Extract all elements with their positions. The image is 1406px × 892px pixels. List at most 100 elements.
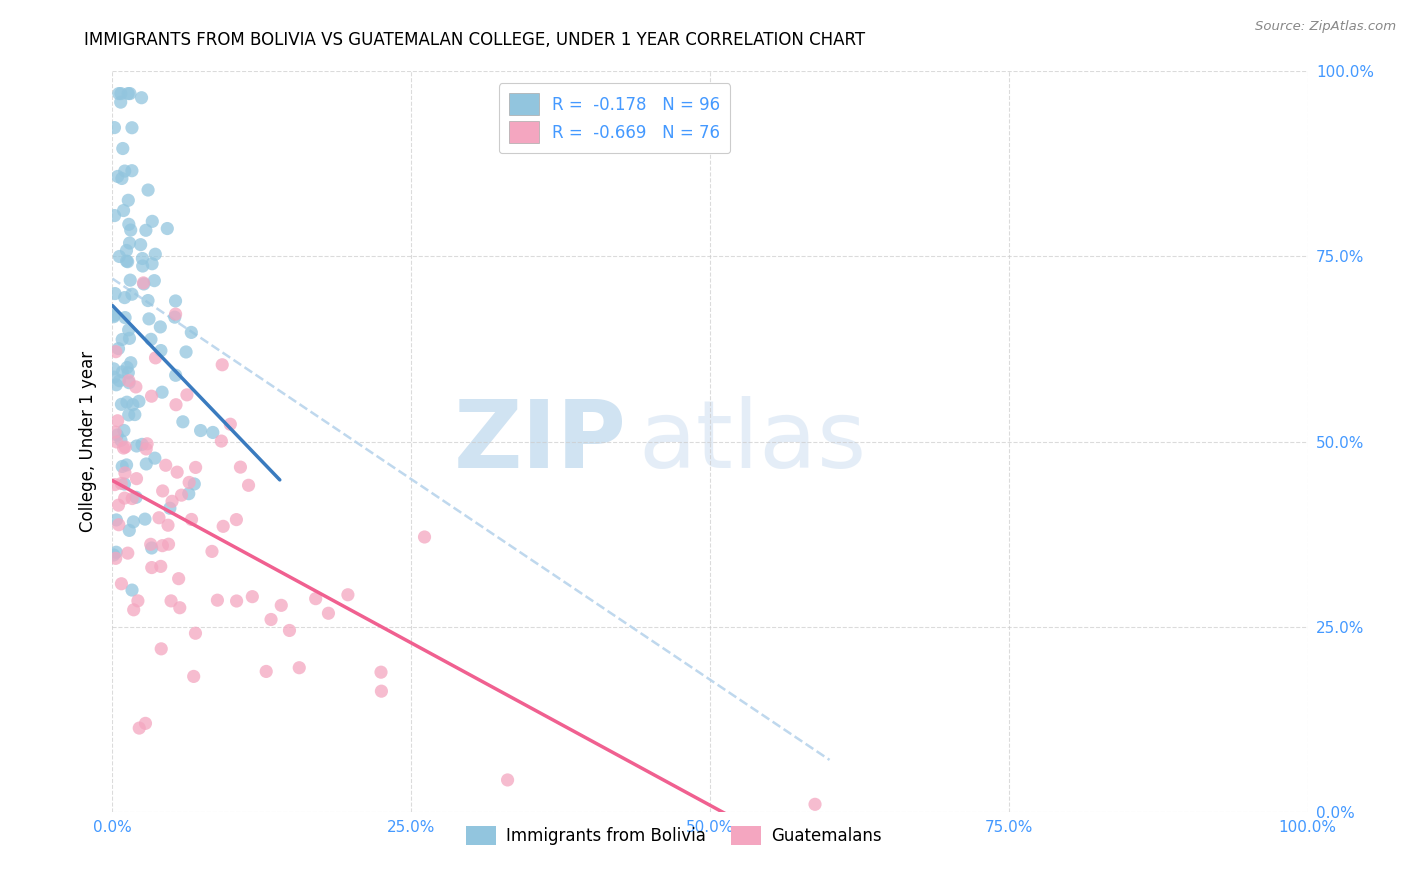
- Text: atlas: atlas: [638, 395, 866, 488]
- Point: [169, 600, 191, 615]
- Point: [167, 572, 190, 586]
- Point: [104, 286, 127, 301]
- Point: [118, 87, 141, 101]
- Point: [160, 594, 183, 608]
- Point: [318, 607, 340, 621]
- Point: [115, 244, 138, 258]
- Point: [114, 310, 136, 325]
- Point: [117, 254, 139, 268]
- Point: [184, 460, 207, 475]
- Point: [179, 475, 201, 490]
- Point: [114, 291, 136, 305]
- Point: [139, 537, 162, 551]
- Point: [121, 583, 143, 598]
- Point: [165, 307, 187, 321]
- Point: [111, 365, 134, 379]
- Point: [127, 594, 149, 608]
- Point: [103, 370, 125, 384]
- Point: [104, 477, 127, 491]
- Point: [238, 478, 260, 492]
- Point: [155, 458, 177, 473]
- Point: [159, 501, 181, 516]
- Point: [149, 559, 172, 574]
- Point: [107, 414, 129, 428]
- Point: [131, 259, 153, 273]
- Point: [111, 171, 134, 186]
- Point: [176, 388, 198, 402]
- Point: [112, 424, 135, 438]
- Point: [128, 394, 150, 409]
- Point: [129, 237, 152, 252]
- Point: [166, 465, 188, 479]
- Point: [149, 320, 172, 334]
- Point: [174, 345, 197, 359]
- Point: [103, 308, 125, 322]
- Point: [288, 661, 311, 675]
- Point: [110, 397, 132, 411]
- Point: [163, 310, 186, 325]
- Point: [496, 772, 519, 787]
- Point: [165, 368, 187, 383]
- Point: [157, 537, 180, 551]
- Point: [136, 183, 159, 197]
- Point: [370, 665, 392, 680]
- Point: [134, 512, 156, 526]
- Point: [270, 599, 292, 613]
- Point: [225, 513, 247, 527]
- Point: [152, 483, 174, 498]
- Point: [110, 434, 132, 448]
- Point: [180, 326, 202, 340]
- Point: [105, 434, 128, 449]
- Point: [110, 95, 132, 110]
- Point: [107, 169, 129, 184]
- Point: [143, 274, 166, 288]
- Point: [118, 524, 141, 538]
- Point: [114, 466, 136, 480]
- Point: [141, 389, 163, 403]
- Point: [110, 476, 132, 491]
- Point: [125, 380, 148, 394]
- Point: [180, 512, 202, 526]
- Point: [120, 356, 142, 370]
- Point: [115, 395, 138, 409]
- Point: [278, 624, 301, 638]
- Point: [260, 612, 283, 626]
- Point: [105, 428, 128, 442]
- Point: [148, 510, 170, 524]
- Point: [152, 539, 174, 553]
- Point: [150, 385, 173, 400]
- Point: [207, 593, 229, 607]
- Point: [104, 551, 127, 566]
- Point: [118, 374, 141, 388]
- Point: [136, 293, 159, 308]
- Point: [111, 459, 134, 474]
- Point: [336, 588, 359, 602]
- Point: [122, 515, 145, 529]
- Point: [135, 223, 157, 237]
- Point: [124, 408, 146, 422]
- Point: [125, 439, 148, 453]
- Point: [145, 351, 167, 365]
- Point: [219, 417, 242, 432]
- Point: [240, 590, 263, 604]
- Point: [143, 451, 166, 466]
- Point: [105, 513, 128, 527]
- Text: IMMIGRANTS FROM BOLIVIA VS GUATEMALAN COLLEGE, UNDER 1 YEAR CORRELATION CHART: IMMIGRANTS FROM BOLIVIA VS GUATEMALAN CO…: [84, 31, 866, 49]
- Point: [114, 477, 136, 491]
- Point: [170, 488, 193, 502]
- Point: [118, 376, 141, 390]
- Legend: Immigrants from Bolivia, Guatemalans: Immigrants from Bolivia, Guatemalans: [460, 819, 889, 852]
- Point: [156, 518, 179, 533]
- Point: [190, 424, 212, 438]
- Point: [103, 548, 125, 562]
- Point: [111, 333, 134, 347]
- Point: [183, 669, 205, 683]
- Point: [120, 273, 142, 287]
- Point: [135, 457, 157, 471]
- Point: [125, 472, 148, 486]
- Point: [211, 358, 233, 372]
- Point: [105, 377, 128, 392]
- Point: [121, 398, 143, 412]
- Point: [107, 87, 129, 101]
- Point: [149, 343, 172, 358]
